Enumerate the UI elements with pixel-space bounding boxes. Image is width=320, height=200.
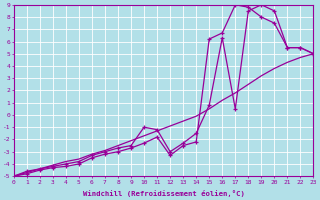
X-axis label: Windchill (Refroidissement éolien,°C): Windchill (Refroidissement éolien,°C) (83, 190, 244, 197)
